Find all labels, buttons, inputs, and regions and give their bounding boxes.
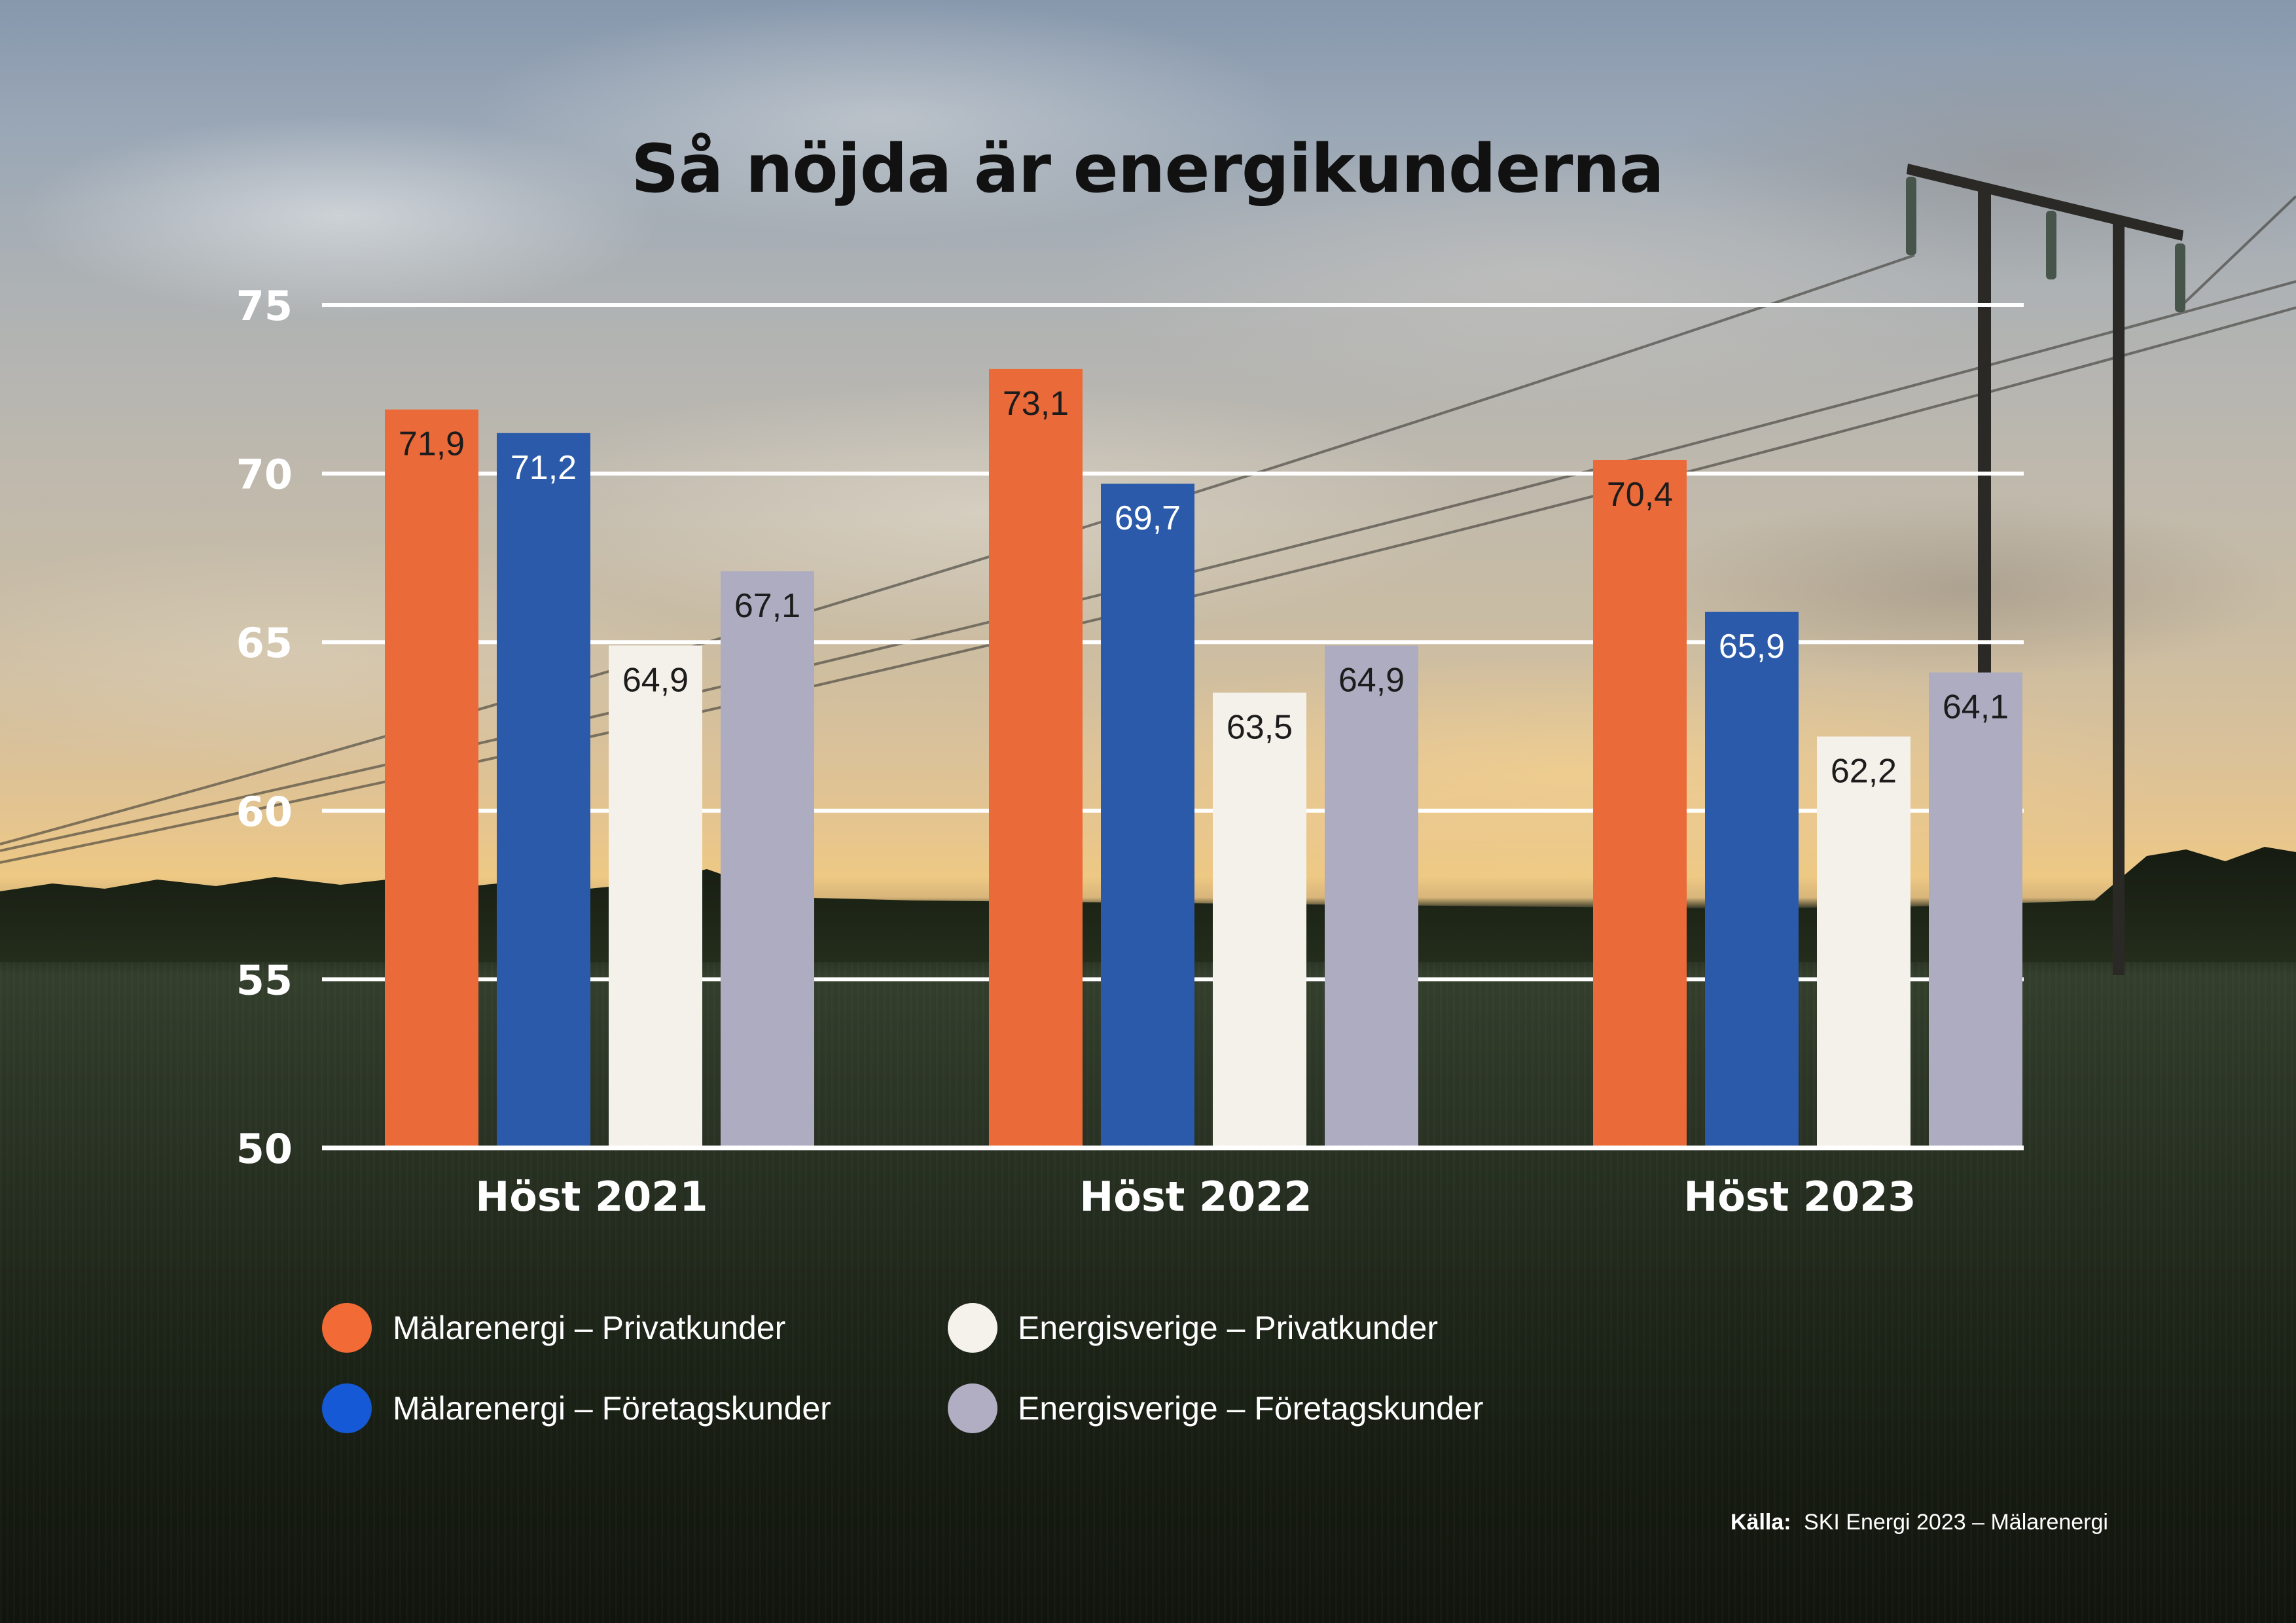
source-text: SKI Energi 2023 – Mälarenergi (1804, 1510, 2108, 1535)
y-tick-label-50: 50 (236, 1125, 293, 1173)
legend-swatch (322, 1383, 372, 1433)
value-label-malarenergi-privatkunder-host-2021: 71,9 (399, 425, 465, 463)
source-label: Källa: (1731, 1510, 1791, 1535)
bar-malarenergi-foretagskunder-host-2021 (497, 433, 590, 1148)
legend-swatch (322, 1303, 372, 1353)
y-tick-label-75: 75 (236, 282, 293, 330)
value-label-energisverige-privatkunder-host-2021: 64,9 (622, 661, 689, 699)
x-category-label-host-2023: Höst 2023 (1683, 1173, 1916, 1221)
value-label-energisverige-privatkunder-host-2023: 62,2 (1831, 752, 1897, 790)
legend-label: Mälarenergi – Privatkunder (393, 1310, 785, 1346)
value-label-malarenergi-foretagskunder-host-2023: 65,9 (1719, 628, 1785, 666)
power-wire (2178, 195, 2296, 309)
bar-malarenergi-privatkunder-host-2021 (385, 409, 478, 1149)
legend: Mälarenergi – Privatkunder Mälarenergi –… (322, 1303, 1484, 1433)
value-label-malarenergi-privatkunder-host-2022: 73,1 (1003, 385, 1069, 423)
insulator (2175, 243, 2185, 312)
x-category-label-host-2021: Höst 2021 (475, 1173, 708, 1221)
value-label-energisverige-privatkunder-host-2022: 63,5 (1227, 708, 1293, 746)
bar-energisverige-foretagskunder-host-2022 (1325, 645, 1418, 1148)
bar-energisverige-privatkunder-host-2023 (1817, 736, 1910, 1148)
value-label-energisverige-foretagskunder-host-2021: 67,1 (734, 587, 800, 625)
value-label-energisverige-foretagskunder-host-2022: 64,9 (1338, 661, 1405, 699)
insulator (2046, 211, 2056, 279)
bar-energisverige-privatkunder-host-2021 (609, 645, 702, 1148)
legend-item: Energisverige – Privatkunder (948, 1303, 1438, 1353)
y-tick-label-65: 65 (236, 619, 293, 667)
bar-malarenergi-foretagskunder-host-2022 (1101, 484, 1194, 1148)
y-tick-label-60: 60 (236, 788, 293, 836)
bar-malarenergi-foretagskunder-host-2023 (1705, 611, 1799, 1148)
legend-label: Mälarenergi – Företagskunder (393, 1390, 831, 1427)
legend-label: Energisverige – Företagskunder (1018, 1390, 1484, 1427)
legend-swatch (948, 1383, 997, 1433)
y-tick-label-55: 55 (236, 956, 293, 1004)
pole-crossbar (1907, 164, 2183, 241)
legend-swatch (948, 1303, 997, 1353)
x-category-label-host-2022: Höst 2022 (1079, 1173, 1312, 1221)
bar-malarenergi-privatkunder-host-2022 (989, 368, 1083, 1149)
chart-title: Så nöjda är energikunderna (631, 130, 1664, 208)
bar-malarenergi-privatkunder-host-2023 (1593, 459, 1687, 1149)
bar-energisverige-privatkunder-host-2022 (1213, 692, 1306, 1148)
y-tick-label-70: 70 (236, 451, 293, 499)
legend-label: Energisverige – Privatkunder (1018, 1310, 1438, 1346)
source-note: Källa: SKI Energi 2023 – Mälarenergi (1731, 1510, 2108, 1535)
value-label-malarenergi-foretagskunder-host-2021: 71,2 (511, 449, 577, 487)
legend-item: Energisverige – Företagskunder (948, 1383, 1484, 1433)
legend-item: Mälarenergi – Privatkunder (322, 1303, 785, 1353)
value-label-malarenergi-privatkunder-host-2023: 70,4 (1607, 476, 1673, 514)
bars: 71,9 71,2 64,9 67,1 73,1 69,7 63,5 64,9 70,4 65,9… (385, 368, 2022, 1149)
value-label-energisverige-foretagskunder-host-2023: 64,1 (1943, 688, 2009, 726)
legend-item: Mälarenergi – Företagskunder (322, 1383, 831, 1433)
insulator (1906, 177, 1916, 255)
x-axis-labels: Höst 2021 Höst 2022 Höst 2023 (475, 1173, 1916, 1221)
value-label-malarenergi-foretagskunder-host-2022: 69,7 (1115, 499, 1181, 537)
pole-right (2113, 221, 2125, 975)
bar-energisverige-foretagskunder-host-2023 (1929, 672, 2022, 1148)
bar-energisverige-foretagskunder-host-2021 (721, 571, 814, 1148)
y-axis-labels: 50 55 60 65 70 75 (236, 282, 293, 1173)
power-wire (0, 254, 1915, 846)
